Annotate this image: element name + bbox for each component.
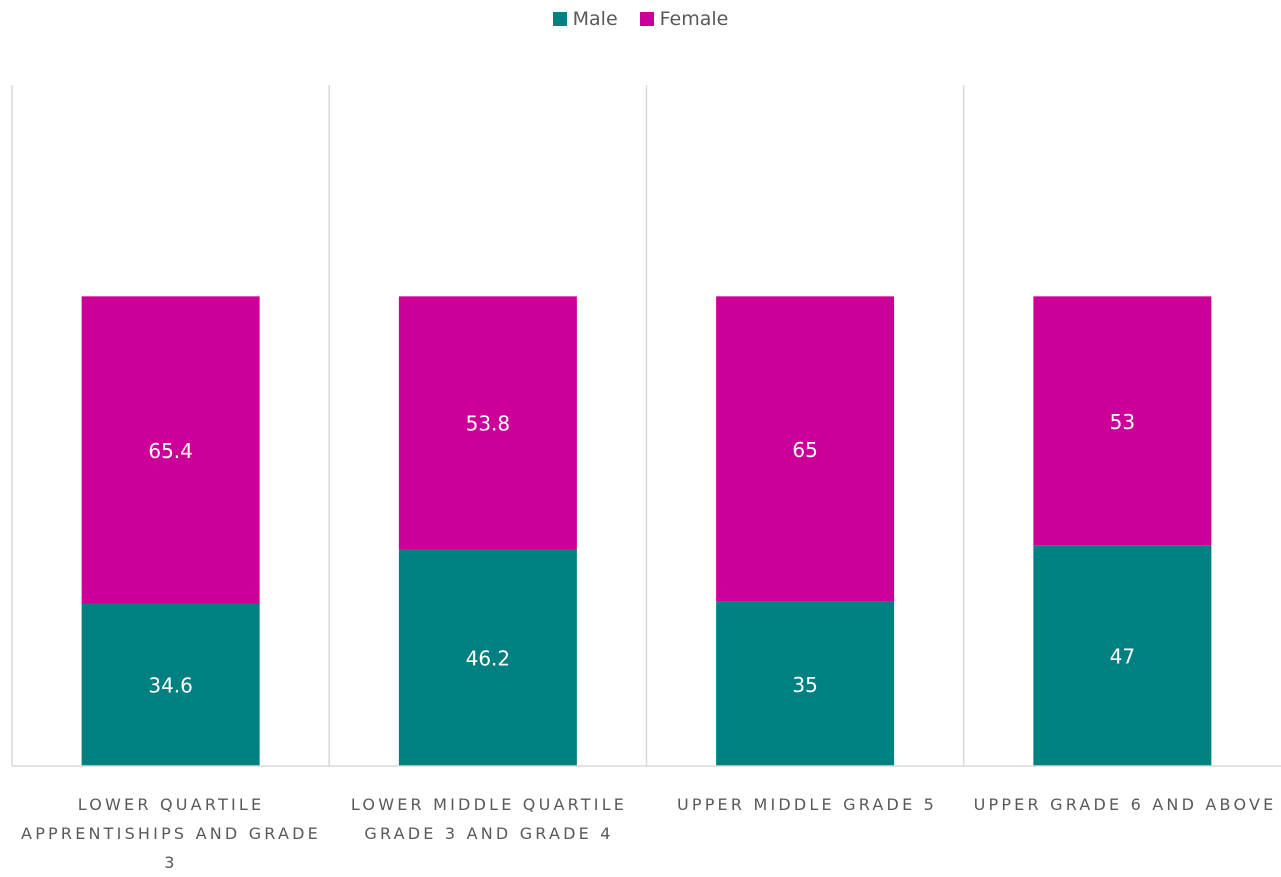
legend-swatch-male — [552, 12, 567, 26]
data-label-female-2: 65 — [792, 438, 817, 462]
data-label-female-0: 65.4 — [148, 439, 193, 463]
data-label-male-1: 46.2 — [466, 647, 511, 671]
bar-male-3 — [1033, 545, 1212, 766]
legend: Male Female — [0, 8, 1281, 30]
legend-label-female: Female — [659, 8, 729, 30]
legend-item-female: Female — [639, 8, 729, 30]
data-label-male-2: 35 — [792, 673, 817, 697]
bar-male-2 — [716, 601, 895, 766]
bar-female-3 — [1033, 296, 1212, 546]
data-label-male-0: 34.6 — [148, 674, 193, 698]
data-label-female-3: 53 — [1110, 410, 1135, 434]
legend-item-male: Male — [552, 8, 618, 30]
legend-label-male: Male — [572, 8, 618, 30]
bar-female-1 — [398, 296, 577, 550]
bar-male-1 — [398, 549, 577, 766]
bar-female-2 — [716, 296, 895, 602]
category-label: UPPER GRADE 6 AND ABOVE — [973, 795, 1277, 814]
data-label-male-3: 47 — [1110, 645, 1135, 669]
data-label-female-1: 53.8 — [466, 412, 511, 436]
category-label: UPPER MIDDLE GRADE 5 — [676, 795, 938, 814]
category-label: LOWER MIDDLE QUARTILE GRADE 3 AND GRADE … — [350, 795, 628, 843]
legend-swatch-female — [639, 12, 654, 26]
category-label: LOWER QUARTILE APPRENTISHIPS AND GRADE 3 — [21, 795, 321, 872]
bar-female-0 — [81, 296, 260, 604]
bar-male-0 — [81, 603, 260, 766]
